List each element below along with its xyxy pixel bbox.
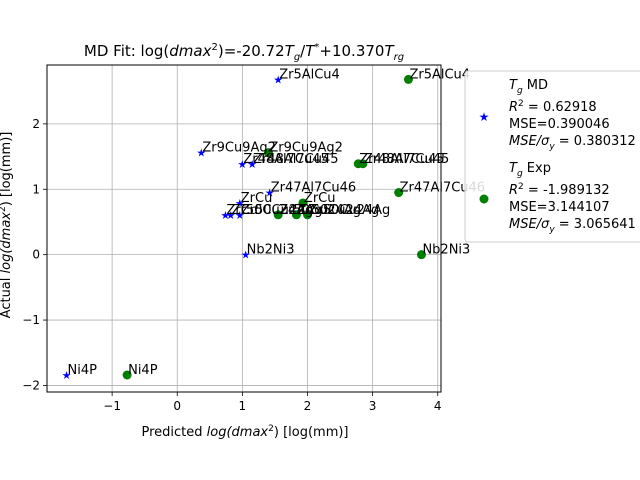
title-prefix: MD Fit: log( xyxy=(84,42,169,60)
x-tick-label: −1 xyxy=(103,399,121,413)
point-label: Zr47Al7Cu46 xyxy=(400,181,485,196)
exp-point xyxy=(403,74,413,84)
title-g1: g xyxy=(294,52,300,63)
md-point: ★ xyxy=(237,158,247,171)
exp-point xyxy=(416,250,426,260)
point-label: Zr5AlCu4 xyxy=(409,67,470,82)
xlabel-sq: 2 xyxy=(268,424,274,434)
x-tick-label: 2 xyxy=(304,399,312,413)
point-label: Zr50Cu24Ag xyxy=(241,203,323,218)
point-label: Zr48Al7Cu45 xyxy=(243,152,328,167)
md-point: ★ xyxy=(62,369,72,382)
exp-point xyxy=(358,159,368,169)
y-tick-label: 0 xyxy=(32,248,40,262)
md-point: ★ xyxy=(247,158,257,171)
point-label: ZrCu xyxy=(241,191,273,206)
point-label: Zr48Al7Cu45 xyxy=(253,152,338,167)
ylabel-prefix: Actual xyxy=(0,273,14,318)
ylabel-sq: 2 xyxy=(0,206,8,212)
title-T1: T xyxy=(285,42,296,60)
exp-point xyxy=(263,148,273,158)
x-tick-label: 4 xyxy=(434,399,442,413)
x-tick-label: 1 xyxy=(239,399,247,413)
legend-md-mse-sigma: MSE/σy = 0.380312 xyxy=(509,134,636,152)
point-label: Zr48Al7Cu45 xyxy=(364,152,449,167)
point-label: Zr9Cu9Ag2 xyxy=(202,141,276,156)
exp-point xyxy=(394,188,404,198)
legend-md-r2: R2 = 0.62918 xyxy=(509,99,597,115)
point-labels: Zr5AlCu4Zr9Cu9Ag2Zr48Al7Cu45Zr48Al7Cu45Z… xyxy=(68,67,486,378)
x-axis-label: Predicted log(dmax2) [log(mm)] xyxy=(141,424,348,440)
legend-exp-label: Tg Exp xyxy=(509,161,551,179)
point-label: Zr5AlCu4 xyxy=(279,67,340,82)
point-label: Nb2Ni3 xyxy=(247,243,295,258)
point-label: Zr50Cu24Ag xyxy=(308,203,390,218)
md-point: ★ xyxy=(221,209,231,222)
legend: ★ Tg MD R2 = 0.62918 MSE=0.390046 MSE/σy… xyxy=(464,70,640,243)
legend-box xyxy=(464,70,640,243)
y-tick-label: 2 xyxy=(32,117,40,131)
title-T2: T xyxy=(305,42,316,60)
md-point: ★ xyxy=(196,147,206,160)
point-label: Zr50Cu24Ag xyxy=(297,203,379,218)
title-rg: rg xyxy=(394,52,404,63)
legend-entry-exp: Tg Exp R2 = -1.989132 MSE=3.144107 MSE/σ… xyxy=(479,161,636,235)
legend-exp-r2: R2 = -1.989132 xyxy=(509,182,610,198)
x-tick-label: 0 xyxy=(173,399,181,413)
legend-entry-md: ★ Tg MD R2 = 0.62918 MSE=0.390046 MSE/σy… xyxy=(479,78,636,152)
md-point: ★ xyxy=(235,209,245,222)
y-tick-label: −2 xyxy=(22,378,40,392)
md-point: ★ xyxy=(226,209,236,222)
exp-point xyxy=(291,210,301,220)
md-point: ★ xyxy=(241,249,251,262)
point-label: Nb2Ni3 xyxy=(422,243,470,258)
exp-point xyxy=(273,210,283,220)
data-points: ★★★ ★★★★★ ★★★ xyxy=(62,73,426,382)
xlabel-suffix: ) [log(mm)] xyxy=(274,425,349,440)
x-tick-label: 3 xyxy=(369,399,377,413)
ylabel-italic: log(dmax xyxy=(0,212,14,274)
ylabel-suffix: ) [log(mm)] xyxy=(0,132,14,207)
y-axis-label: Actual log(dmax2) [log(mm)] xyxy=(0,132,14,319)
point-label: Zr48Al7Cu45 xyxy=(359,152,444,167)
x-axis-ticks: −1 0 1 2 3 4 xyxy=(103,392,442,413)
grid xyxy=(47,65,441,392)
title-dmax: dmax xyxy=(169,42,211,60)
legend-exp-mse-sigma: MSE/σy = 3.065641 xyxy=(509,217,636,235)
title-star: * xyxy=(314,42,319,53)
point-label: Zr50Cu24Ag xyxy=(232,203,314,218)
exp-point xyxy=(298,198,308,208)
xlabel-prefix: Predicted xyxy=(141,425,206,440)
y-tick-label: −1 xyxy=(22,313,40,327)
xlabel-italic: log(dmax xyxy=(207,425,269,440)
plot-frame xyxy=(46,64,442,393)
title-mid1: )=-20.72 xyxy=(218,42,285,60)
md-point: ★ xyxy=(235,197,245,210)
title-mid2: +10.370 xyxy=(319,42,384,60)
exp-point xyxy=(302,210,312,220)
y-axis-ticks: −2 −1 0 1 2 xyxy=(22,117,47,392)
point-label: Ni4P xyxy=(128,363,158,378)
title-slash: / xyxy=(300,42,306,60)
legend-md-marker: ★ xyxy=(479,110,490,124)
point-label: Ni4P xyxy=(68,363,98,378)
point-label: Zr47Al7Cu46 xyxy=(271,181,356,196)
point-label: Zr50Cu24Ag xyxy=(279,203,361,218)
exp-point xyxy=(122,370,132,380)
point-label: Zr9Cu9Ag2 xyxy=(269,141,343,156)
chart-title: MD Fit: log(dmax2)=-20.72Tg/T*+10.370Trg xyxy=(84,42,404,63)
point-label: ZrCu xyxy=(304,191,336,206)
legend-exp-mse: MSE=3.144107 xyxy=(509,200,610,215)
legend-md-mse: MSE=0.390046 xyxy=(509,117,610,132)
title-sq: 2 xyxy=(211,42,217,53)
title-T3: T xyxy=(384,42,395,60)
y-tick-label: 1 xyxy=(32,182,40,196)
point-label: ZrCu xyxy=(226,203,258,218)
md-point: ★ xyxy=(265,187,275,200)
legend-md-label: Tg MD xyxy=(509,78,548,96)
md-point: ★ xyxy=(273,73,283,86)
legend-exp-marker xyxy=(479,194,489,204)
